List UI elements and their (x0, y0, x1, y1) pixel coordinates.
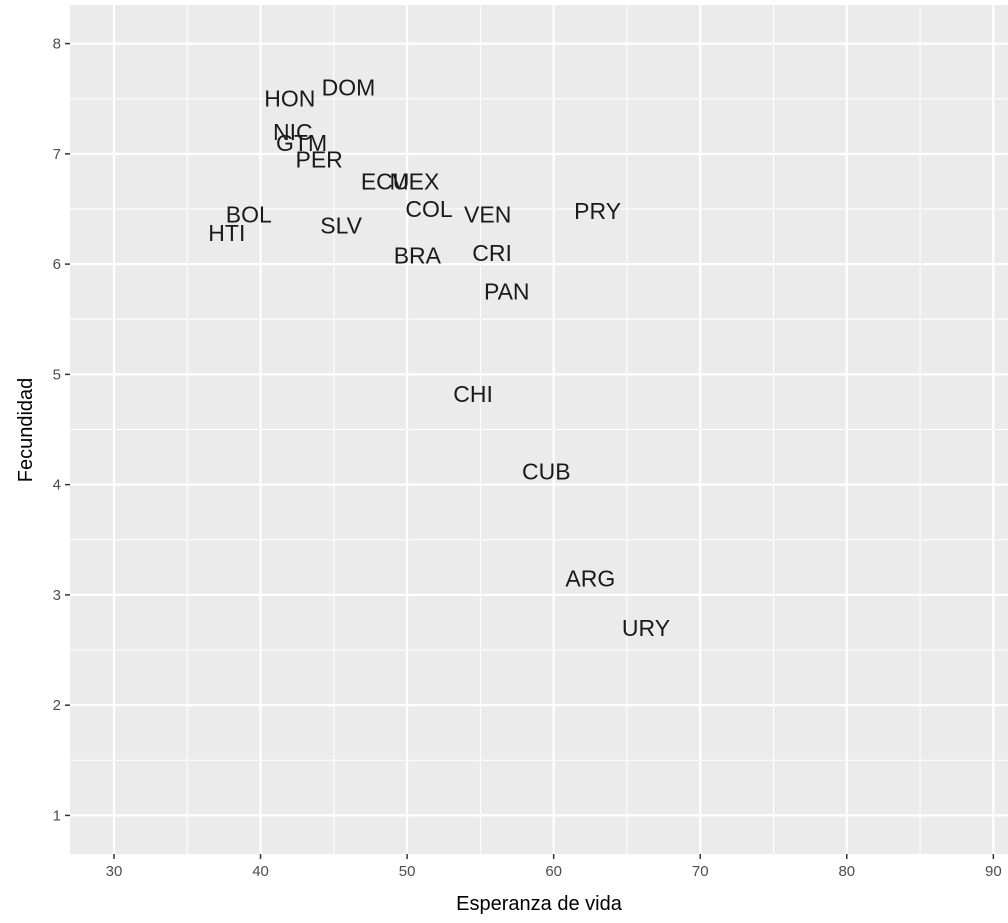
x-tick-label: 70 (692, 863, 709, 880)
point-label-ecu: ECU (361, 168, 410, 194)
point-label-slv: SLV (320, 213, 362, 239)
x-tick-label: 40 (252, 863, 269, 880)
point-label-mex: MEX (390, 168, 440, 194)
point-label-chi: CHI (453, 381, 493, 407)
point-label-dom: DOM (322, 75, 376, 101)
point-label-gtm: GTM (276, 130, 327, 156)
point-label-pan: PAN (484, 279, 530, 305)
point-label-nic: NIC (273, 119, 313, 145)
y-tick-label: 1 (53, 807, 61, 824)
point-label-cri: CRI (472, 240, 512, 266)
y-axis-title: Fecundidad (15, 378, 37, 483)
x-tick-label: 30 (106, 863, 123, 880)
point-label-bra: BRA (394, 242, 442, 268)
point-label-per: PER (296, 146, 343, 172)
y-tick-label: 6 (53, 256, 61, 273)
y-tick-label: 8 (53, 36, 61, 53)
major-gridlines (70, 5, 1008, 854)
point-label-bol: BOL (226, 201, 272, 227)
x-axis: 30 40 50 60 70 80 90 (106, 854, 1002, 880)
x-axis-title: Esperanza de vida (456, 893, 623, 915)
point-label-col: COL (405, 196, 453, 222)
y-tick-label: 3 (53, 587, 61, 604)
point-label-cub: CUB (522, 458, 571, 484)
point-label-pry: PRY (574, 198, 621, 224)
x-tick-label: 50 (399, 863, 416, 880)
y-tick-label: 4 (53, 477, 61, 494)
y-tick-label: 2 (53, 697, 61, 714)
point-label-hon: HON (264, 86, 315, 112)
y-axis: 1 2 3 4 5 6 7 8 (53, 36, 70, 824)
point-label-arg: ARG (565, 565, 615, 591)
y-tick-label: 7 (53, 146, 61, 163)
minor-gridlines (70, 5, 1008, 854)
x-tick-label: 80 (838, 863, 855, 880)
point-label-hti: HTI (208, 220, 245, 246)
point-label-ven: VEN (464, 201, 511, 227)
x-tick-label: 90 (985, 863, 1002, 880)
x-tick-label: 60 (545, 863, 562, 880)
point-label-ury: URY (622, 615, 670, 641)
y-tick-label: 5 (53, 366, 61, 383)
